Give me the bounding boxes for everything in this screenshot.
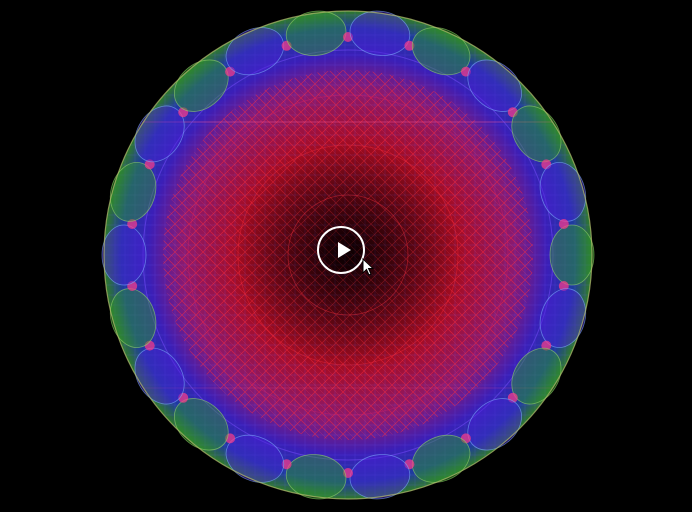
sphere-rim-node: [541, 159, 552, 170]
pointer-arrow-icon: [362, 258, 374, 276]
sphere-rim-lobe: [285, 10, 347, 56]
sphere-rim-lobe: [467, 398, 522, 451]
sphere-rim-lobe: [511, 347, 562, 405]
sphere-rim-node: [460, 433, 471, 444]
sphere-rim-node: [281, 459, 292, 470]
sphere-rim-lobe: [101, 224, 147, 286]
sphere-rim-node: [178, 392, 189, 403]
sphere-rim-lobe: [174, 398, 229, 451]
sphere-rim-lobe: [134, 347, 185, 405]
sphere-rim-node: [225, 66, 236, 77]
sphere-rim-node: [404, 459, 415, 470]
sphere-rim-node: [144, 340, 155, 351]
sphere-rim-node: [507, 107, 518, 118]
sphere-rim-lobe: [411, 27, 471, 76]
sphere-rim-lobe: [225, 434, 285, 483]
sphere-rim-lobe: [285, 454, 347, 500]
sphere-rim-lobe: [134, 105, 185, 163]
sphere-rim-lobes: [101, 10, 595, 500]
sphere-rim-lobe: [349, 454, 411, 500]
sphere-rim-lobe: [349, 10, 411, 56]
sphere-rim-lobe: [549, 224, 595, 286]
sphere-rim-lobe: [411, 434, 471, 483]
sphere-rim-node: [127, 281, 138, 291]
sphere-rim-node: [178, 107, 189, 118]
sphere-rim-lobe: [225, 27, 285, 76]
sphere-rim-lobe: [467, 59, 522, 112]
play-icon: [338, 242, 351, 258]
sphere-rim-node: [507, 392, 518, 403]
sphere-rim-lobe: [539, 288, 587, 348]
sphere-rim-node: [281, 40, 292, 51]
sphere-rim-lobe: [174, 59, 229, 112]
sphere-rim-node: [404, 40, 415, 51]
sphere-rim-lobe: [511, 105, 562, 163]
sphere-rim-lobe: [109, 162, 157, 222]
sphere-rim-lobe: [109, 288, 157, 348]
sphere-rim-lobe: [539, 162, 587, 222]
sphere-rim-node: [558, 219, 569, 229]
play-button[interactable]: [317, 226, 365, 274]
